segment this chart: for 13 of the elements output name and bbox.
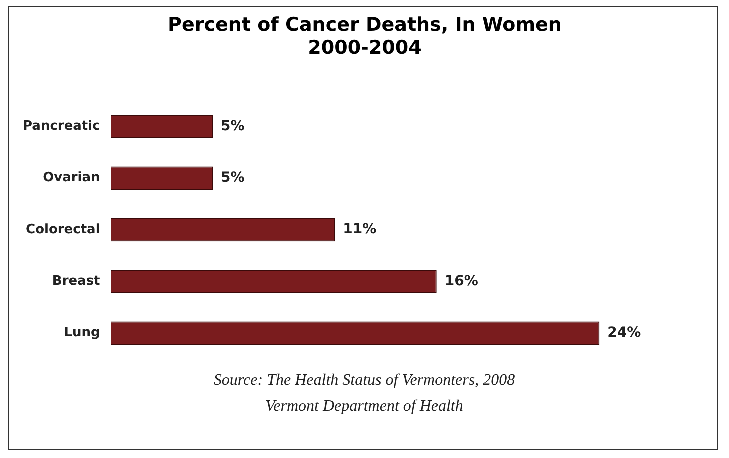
source-note: Source: The Health Status of Vermonters, 2008: [212, 371, 516, 391]
y-tick-label: Colorectal: [26, 222, 100, 238]
y-tick-label: Pancreatic: [22, 119, 100, 134]
text: Vermont Department of Health: [264, 397, 464, 417]
data-label: 24%: [608, 325, 642, 341]
data-label: 5%: [221, 118, 245, 134]
data-label: 11%: [343, 222, 377, 238]
y-tick-label: Breast: [52, 274, 100, 290]
y-tick-label: Lung: [64, 326, 100, 341]
chart-title: Percent of Cancer Deaths, In Women 2000-2004: [167, 14, 563, 60]
data-label: 5%: [221, 170, 245, 186]
y-tick-label: Ovarian: [43, 170, 100, 186]
data-label: 16%: [444, 273, 478, 290]
